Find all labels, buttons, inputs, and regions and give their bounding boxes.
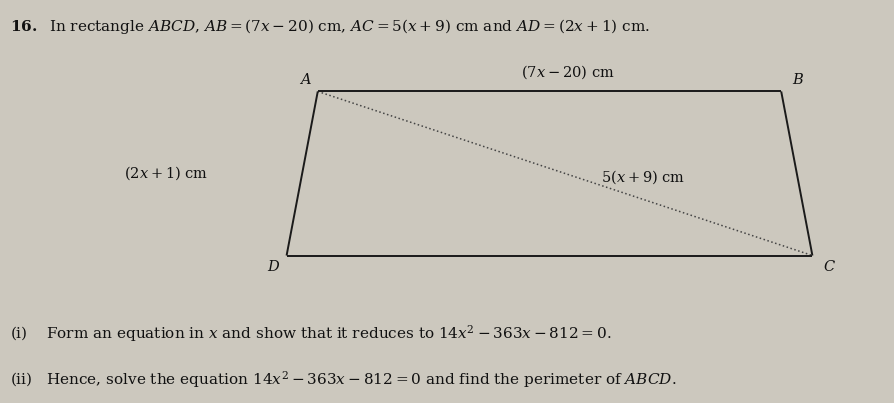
Text: $(2x + 1)$ cm: $(2x + 1)$ cm — [124, 165, 208, 182]
Text: $5(x + 9)$ cm: $5(x + 9)$ cm — [601, 168, 685, 186]
Text: D: D — [267, 260, 280, 274]
Text: A: A — [300, 73, 310, 87]
Text: C: C — [823, 260, 834, 274]
Text: (i)    Form an equation in $x$ and show that it reduces to $14x^2 - 363x - 812 =: (i) Form an equation in $x$ and show tha… — [11, 324, 612, 345]
Text: (ii)   Hence, solve the equation $14x^2 - 363x - 812 = 0$ and find the perimeter: (ii) Hence, solve the equation $14x^2 - … — [11, 370, 677, 391]
Text: $\mathbf{16.}$  In rectangle $ABCD$, $AB = (7x - 20)$ cm, $AC = 5(x + 9)$ cm and: $\mathbf{16.}$ In rectangle $ABCD$, $AB … — [11, 17, 650, 36]
Text: B: B — [792, 73, 803, 87]
Text: $(7x - 20)$ cm: $(7x - 20)$ cm — [520, 64, 614, 81]
